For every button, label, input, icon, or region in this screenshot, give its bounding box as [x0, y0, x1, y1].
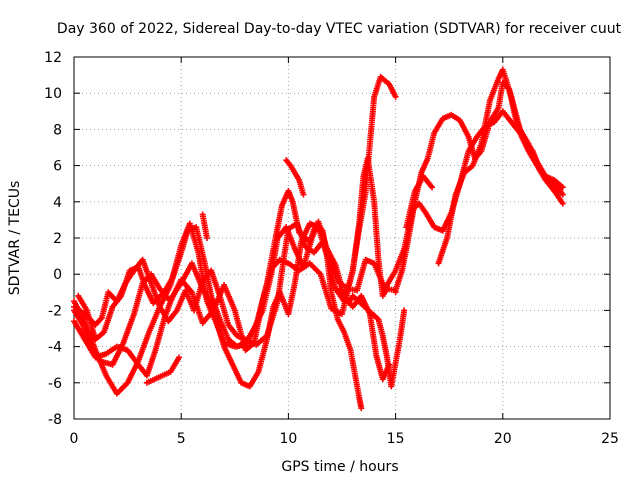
axes: 0 5 10 15 20 25 -8 -6 -4 -2 0 2 4 6 8 10 12	[44, 50, 619, 447]
y-tick-label: 2	[53, 231, 62, 247]
x-tick-label: 10	[279, 431, 297, 447]
x-axis-label: GPS time / hours	[281, 459, 398, 475]
data-point	[559, 184, 566, 191]
data-point	[559, 200, 566, 207]
y-tick-label: -6	[48, 376, 62, 392]
x-tick-label: 25	[601, 431, 619, 447]
y-tick-label: -4	[48, 340, 62, 356]
data-point	[429, 184, 436, 191]
data-points	[71, 66, 566, 412]
y-tick-label: 6	[53, 159, 62, 175]
data-point	[300, 191, 307, 198]
y-tick-label: 0	[53, 267, 62, 283]
data-point	[358, 405, 365, 412]
data-point	[559, 191, 566, 198]
y-tick-label: 4	[53, 195, 62, 211]
y-tick-label: -2	[48, 303, 62, 319]
data-point	[203, 235, 210, 241]
y-tick-label: -8	[48, 412, 62, 428]
x-tick-label: 0	[70, 431, 79, 447]
x-tick-label: 20	[494, 431, 512, 447]
chart-title: Day 360 of 2022, Sidereal Day-to-day VTE…	[57, 21, 622, 37]
y-tick-label: 8	[53, 122, 62, 138]
y-tick-label: 10	[44, 86, 62, 102]
y-axis-label: SDTVAR / TECUs	[7, 181, 23, 296]
x-tick-label: 5	[177, 431, 186, 447]
x-tick-label: 15	[387, 431, 405, 447]
data-point	[401, 307, 408, 314]
y-tick-label: 12	[44, 50, 62, 66]
grid	[74, 57, 610, 419]
data-point	[392, 289, 399, 296]
data-point	[176, 354, 183, 361]
data-point	[392, 93, 399, 100]
